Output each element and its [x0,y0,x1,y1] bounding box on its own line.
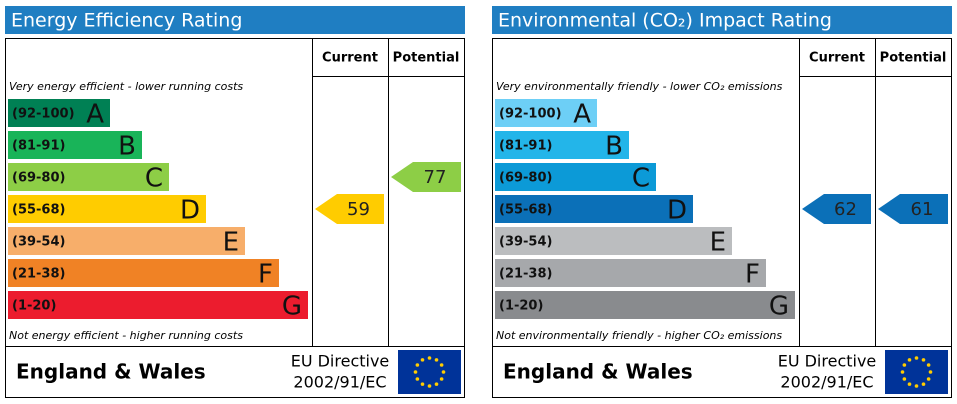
rating-band [495,195,693,223]
column-header: Potential [880,51,947,66]
band-range: (55-68) [12,203,65,218]
eu-star [928,370,933,374]
eu-star [914,384,919,388]
band-range: (92-100) [499,107,562,122]
band-letter: A [573,100,591,130]
rating-band [495,163,656,191]
rating-band [8,291,308,319]
band-range: (39-54) [12,235,65,250]
eu-star [415,377,420,381]
eu-star [921,358,926,362]
rating-band [8,227,245,255]
eu-star [900,370,905,374]
rating-band [8,195,206,223]
column-header: Current [809,51,865,66]
rating-band [495,99,597,127]
panel-box [492,38,952,398]
column-header: Potential [393,51,460,66]
eu-star [439,363,444,367]
band-letter: A [86,100,104,130]
eu-star [907,358,912,362]
rating-value: 61 [911,199,934,220]
title-bar [5,6,465,34]
band-letter: D [180,196,200,226]
directive: 2002/91/EC [780,373,873,392]
eu-star [434,358,439,362]
band-range: (55-68) [499,203,552,218]
band-letter: C [632,164,650,194]
band-letter: C [145,164,163,194]
band-letter: B [605,132,623,162]
rating-panel: Environmental (CO₂) Impact Rating Current… [492,6,952,398]
band-letter: G [769,292,789,322]
rating-band [8,99,110,127]
rating-band [495,291,795,319]
rating-band [8,259,279,287]
band-letter: F [258,260,273,290]
rating-panel: Energy Efficiency Rating Current Potential… [5,6,465,398]
eu-star [902,363,907,367]
eu-star [420,382,425,386]
eu-star [427,356,432,360]
band-letter: G [282,292,302,322]
top-note: Very energy efficient - lower running co… [9,80,243,93]
band-range: (81-91) [499,139,552,154]
eu-star [914,356,919,360]
eu-star [921,382,926,386]
eu-star [439,377,444,381]
eu-star [926,377,931,381]
eu-star [427,384,432,388]
footer-region: England & Wales [503,360,693,384]
footer-region: England & Wales [16,360,206,384]
panel-box [5,38,465,398]
rating-arrow [802,194,871,224]
band-range: (69-80) [12,171,65,186]
eu-star [907,382,912,386]
rating-band [495,227,732,255]
band-range: (21-38) [499,267,552,282]
rating-band [495,259,766,287]
bottom-note: Not environmentally friendly - higher CO… [496,329,782,342]
band-range: (39-54) [499,235,552,250]
eu-star [441,370,446,374]
top-note: Very environmentally friendly - lower CO… [496,80,783,93]
eu-star [413,370,418,374]
column-header: Current [322,51,378,66]
rating-band [8,131,142,159]
band-letter: E [223,228,239,258]
rating-band [8,163,169,191]
directive: EU Directive [778,352,877,371]
title-bar [492,6,952,34]
directive: EU Directive [291,352,390,371]
band-letter: F [745,260,760,290]
eu-star [902,377,907,381]
rating-value: 59 [347,199,370,220]
panel-title: Environmental (CO₂) Impact Rating [498,10,832,32]
band-range: (21-38) [12,267,65,282]
rating-arrow [878,194,948,224]
band-letter: D [667,196,687,226]
rating-value: 62 [834,199,857,220]
eu-star [434,382,439,386]
rating-band [495,131,629,159]
rating-value: 77 [424,167,447,188]
eu-star [415,363,420,367]
eu-star [420,358,425,362]
rating-arrow [391,162,461,192]
directive: 2002/91/EC [293,373,386,392]
band-letter: E [710,228,726,258]
band-range: (1-20) [12,299,56,314]
eu-star [926,363,931,367]
bottom-note: Not energy efficient - higher running co… [9,329,243,342]
band-letter: B [118,132,136,162]
band-range: (92-100) [12,107,75,122]
band-range: (1-20) [499,299,543,314]
band-range: (81-91) [12,139,65,154]
band-range: (69-80) [499,171,552,186]
panel-title: Energy Efficiency Rating [11,10,242,32]
rating-arrow [315,194,384,224]
